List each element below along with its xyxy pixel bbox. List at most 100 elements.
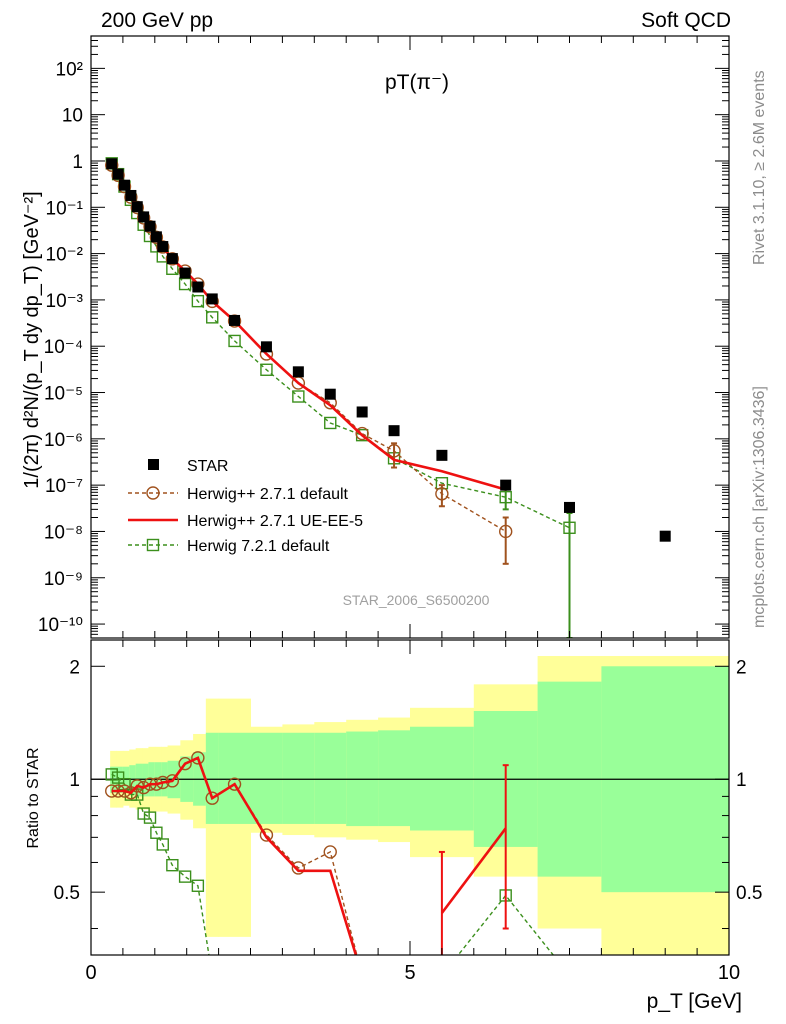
ratio-line-ueee5-tail (440, 827, 507, 914)
point-hw271 (499, 524, 513, 539)
ratio-point-hw721 (105, 768, 118, 781)
legend-label-hw271: Herwig++ 2.7.1 default (187, 486, 349, 503)
point-star (131, 201, 143, 213)
legend-marker-star (148, 459, 159, 470)
series-line-hw721 (111, 162, 570, 529)
ratio-point-hw271 (323, 845, 337, 859)
point-star (500, 479, 512, 491)
header-right-label: Soft QCD (641, 9, 731, 32)
y-tick-label: 10⁻³ (46, 291, 84, 312)
side-label-source: mcplots.cern.ch [arXiv:1306.3436] (751, 386, 768, 628)
point-hw721 (563, 521, 576, 534)
point-hw271 (165, 252, 180, 266)
series-line-ueee5 (110, 164, 507, 491)
main-panel-marks (105, 157, 671, 638)
y-tick-label: 10² (56, 59, 83, 80)
ratio-point-hw721 (156, 838, 169, 851)
ratio-point-hw721 (150, 826, 163, 839)
point-star (229, 314, 241, 326)
y-tick-label: 10⁻⁴ (44, 337, 83, 358)
point-star (106, 158, 118, 170)
point-star (206, 293, 218, 305)
y-tick-label: 10⁻⁷ (45, 476, 83, 497)
chart-title: pT(π⁻) (385, 71, 449, 94)
y-tick-label: 10⁻⁹ (44, 569, 83, 590)
y-tick-label: 10⁻⁸ (44, 522, 83, 543)
ratio-band-inner (410, 726, 475, 831)
point-star (436, 449, 448, 461)
x-tick-label: 5 (404, 962, 415, 984)
ratio-point-hw721 (137, 807, 150, 820)
ratio-point-hw721 (564, 970, 575, 981)
ratio-tick-label-left: 0.5 (54, 883, 80, 904)
x-tick-label: 0 (85, 962, 96, 984)
point-hw721 (191, 294, 205, 308)
ratio-point-hw721 (111, 771, 125, 784)
ratio-point-hw721 (178, 870, 192, 883)
legend-marker-hw271 (146, 486, 160, 500)
ratio-panel-marks (91, 751, 729, 981)
legend-label-star: STAR (187, 458, 228, 475)
y-axis-label: 1/(2π) d²N/(p_T dy dp_T) [GeV⁻²] (21, 191, 43, 488)
y-tick-label: 1 (72, 152, 83, 173)
legend-marker-hw721 (146, 538, 160, 552)
side-label-version: Rivet 3.1.10, ≥ 2.6M events (751, 70, 768, 265)
y-tick-label: 10⁻¹ (46, 198, 84, 219)
point-star (564, 501, 575, 513)
y-tick-label: 10⁻¹⁰ (38, 615, 83, 636)
point-hw721 (499, 490, 512, 504)
ratio-tick-label-left: 2 (69, 657, 80, 678)
point-hw271 (355, 426, 369, 441)
ratio-tick-label-left: 1 (69, 770, 80, 791)
ratio-point-hw271 (227, 777, 242, 791)
ratio-line-hw721-tail (457, 894, 555, 955)
y-tick-label: 10⁻⁵ (44, 384, 83, 405)
ratio-point-hw271 (178, 756, 192, 771)
point-star (157, 241, 169, 253)
point-hw721 (206, 311, 219, 324)
point-hw721 (292, 390, 305, 403)
point-hw721 (324, 416, 337, 430)
ratio-band-inner (129, 765, 137, 795)
point-star (388, 425, 400, 437)
series-line-hw271 (111, 164, 507, 533)
point-star (118, 179, 130, 191)
legend-label-hw721: Herwig 7.2.1 default (187, 538, 330, 555)
point-star (150, 231, 162, 243)
y-tick-label: 10 (62, 106, 83, 127)
point-star (166, 253, 178, 265)
y-tick-label: 10⁻⁶ (44, 430, 83, 451)
point-star (179, 267, 191, 279)
ratio-point-hw271 (259, 828, 274, 842)
ratio-point-hw271 (291, 861, 306, 875)
ratio-band-inner (282, 732, 315, 824)
point-star (356, 406, 368, 418)
point-star (192, 281, 204, 293)
ratio-tick-label-right: 0.5 (736, 883, 762, 904)
header-left-label: 200 GeV pp (101, 9, 213, 32)
point-hw271 (435, 487, 449, 501)
ratio-point-hw271 (205, 791, 219, 805)
point-hw271 (387, 444, 401, 458)
axes-ticks: 0 5 10 10⁻¹⁰ 10⁻⁹ 10⁻⁸ 10⁻⁷ 10⁻⁶ 10⁻⁵ 10⁻⁴ 10⁻³ 10⁻… (38, 35, 762, 984)
point-star (260, 341, 272, 353)
point-star (112, 168, 124, 180)
ratio-point-hw271 (136, 780, 151, 795)
point-star (125, 189, 137, 201)
legend-label-ueee5: Herwig++ 2.7.1 UE-EE-5 (187, 513, 363, 530)
point-hw721 (228, 334, 241, 348)
ratio-band-inner (250, 732, 283, 824)
ratio-point-hw721 (191, 879, 205, 892)
ratio-band-inner (314, 732, 347, 824)
point-star (292, 366, 304, 378)
ratio-point-hw271 (191, 751, 205, 765)
point-hw271 (156, 240, 170, 254)
x-tick-label: 10 (718, 962, 740, 984)
ratio-point-hw721 (436, 970, 447, 981)
ratio-tick-label-right: 2 (736, 657, 747, 678)
ratio-point-hw721 (143, 811, 157, 824)
ratio-line-ueee5 (111, 756, 358, 955)
ratio-point-hw271 (130, 779, 144, 793)
ratio-uncertainty-bands (110, 656, 729, 955)
